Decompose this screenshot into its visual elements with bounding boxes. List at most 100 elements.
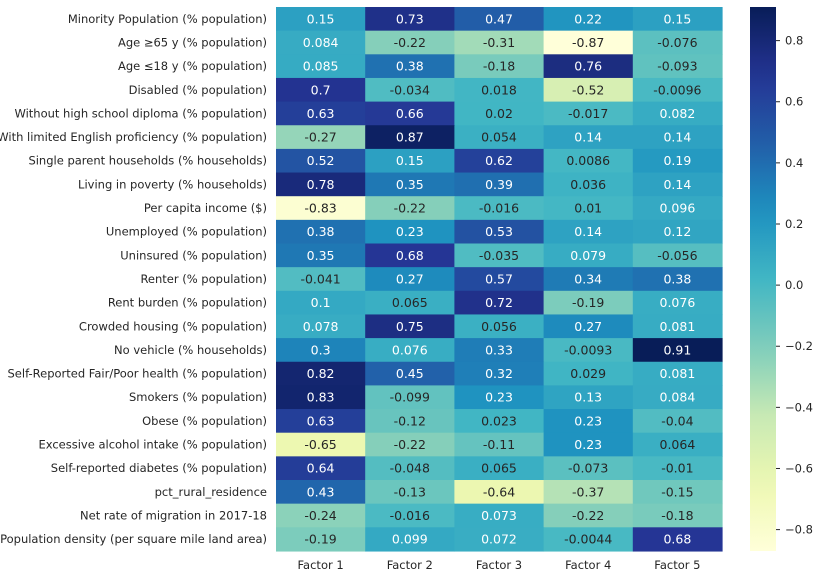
- cell-annotation: -0.27: [304, 130, 336, 145]
- cell-annotation: 0.23: [396, 224, 424, 239]
- cell-annotation: -0.0096: [653, 82, 701, 97]
- cell-annotation: 0.78: [307, 177, 335, 192]
- cell-annotation: 0.68: [663, 532, 691, 547]
- heatmap-cell: [543, 172, 634, 197]
- heatmap-cell: [543, 219, 634, 245]
- row-labels: Minority Population (% population) Age ≥6…: [0, 12, 267, 546]
- column-label: Factor 1: [298, 558, 344, 572]
- heatmap-cell: [543, 77, 634, 103]
- heatmap-cell: [365, 409, 455, 434]
- cell-annotation: -0.18: [661, 508, 693, 523]
- heatmap-cell: [276, 432, 366, 457]
- heatmap-cell: [365, 527, 455, 552]
- row-label: Excessive alcohol intake (% population): [38, 438, 267, 452]
- heatmap-cell: [454, 503, 545, 528]
- cell-annotation: 0.14: [574, 224, 602, 239]
- heatmap-cell: [632, 385, 723, 410]
- cell-annotation: 0.35: [307, 248, 335, 263]
- cell-annotation: 0.27: [574, 319, 602, 334]
- heatmap-cell: [276, 338, 366, 363]
- cell-annotation: 0.63: [307, 106, 335, 121]
- heatmap-cell: [632, 432, 723, 457]
- cell-annotation: 0.02: [485, 106, 513, 121]
- cell-annotation: 0.22: [574, 11, 602, 26]
- heatmap-cell: [276, 409, 366, 434]
- heatmap-cell: [276, 196, 366, 221]
- cell-annotation: -0.13: [394, 484, 426, 499]
- cell-annotation: -0.19: [572, 295, 604, 310]
- heatmap-cell: [632, 219, 723, 245]
- heatmap-cell: [365, 125, 455, 150]
- cell-annotation: 0.14: [663, 177, 691, 192]
- heatmap-cell: [632, 101, 723, 126]
- heatmap-cell: [543, 361, 634, 386]
- heatmap-cell: [454, 219, 545, 245]
- heatmap-cell: [276, 125, 366, 150]
- cell-annotation: 0.079: [570, 248, 606, 263]
- heatmap-cell: [454, 456, 545, 481]
- heatmap-cell: [454, 432, 545, 457]
- cell-annotation: 0.47: [485, 11, 513, 26]
- colorbar-gradient: [750, 7, 776, 551]
- row-label: Minority Population (% population): [68, 12, 267, 26]
- cell-annotation: -0.31: [483, 35, 515, 50]
- cell-annotation: 0.13: [574, 390, 602, 405]
- heatmap-cell: [365, 361, 455, 386]
- heatmap-cell: [632, 125, 723, 150]
- cell-annotation: 0.076: [392, 342, 428, 357]
- cell-annotation: 0.19: [663, 153, 691, 168]
- cell-annotation: -0.37: [572, 484, 604, 499]
- heatmap-cell: [543, 456, 634, 481]
- cell-annotation: 0.38: [396, 59, 424, 74]
- heatmap-cell: [543, 101, 634, 126]
- row-label: Self-Reported Fair/Poor health (% popula…: [8, 367, 268, 381]
- cell-annotation: -0.22: [572, 508, 604, 523]
- column-label: Factor 3: [476, 558, 522, 572]
- cell-annotation: 0.15: [663, 11, 691, 26]
- heatmap-cell: [454, 196, 545, 221]
- heatmap-cell: [365, 456, 455, 481]
- colorbar-tick-label: −0.2: [785, 339, 813, 353]
- cell-annotation: 0.056: [481, 319, 517, 334]
- cell-annotation: -0.041: [300, 271, 340, 286]
- heatmap-cell: [276, 456, 366, 481]
- heatmap-cell: [454, 361, 545, 386]
- cell-annotation: 0.82: [307, 366, 335, 381]
- cell-annotation: 0.23: [574, 437, 602, 452]
- cell-annotation: -0.24: [304, 508, 336, 523]
- row-label: Per capita income ($): [144, 201, 267, 215]
- heatmap-cell: [454, 7, 545, 32]
- cell-annotation: 0.082: [660, 106, 696, 121]
- cell-annotation: 0.45: [396, 366, 424, 381]
- colorbar-tick-label: 0.6: [785, 95, 803, 109]
- row-label: Net rate of migration in 2017-18: [80, 508, 267, 522]
- cell-annotation: -0.04: [661, 413, 693, 428]
- cell-annotation: -0.076: [657, 35, 697, 50]
- cell-annotation: 0.72: [485, 295, 513, 310]
- cell-annotation: -0.15: [661, 484, 693, 499]
- cell-annotation: -0.034: [390, 82, 430, 97]
- cell-annotation: -0.017: [568, 106, 608, 121]
- colorbar-tick-label: −0.4: [785, 400, 813, 414]
- heatmap-cell: [543, 385, 634, 410]
- cell-annotation: 0.084: [303, 35, 339, 50]
- heatmap-cell: [543, 267, 634, 292]
- cell-annotation: -0.048: [390, 461, 430, 476]
- heatmap-cell: [276, 148, 366, 174]
- heatmap-cell: [543, 196, 634, 221]
- colorbar-tick-label: −0.6: [785, 461, 813, 475]
- heatmap-cell: [276, 54, 366, 79]
- heatmap-cell: [543, 432, 634, 457]
- row-label: Crowded housing (% population): [79, 319, 267, 333]
- cell-annotation: 0.35: [396, 177, 424, 192]
- heatmap-cell: [632, 290, 723, 316]
- heatmap-cell: [365, 30, 455, 55]
- colorbar-tick-label: 0.0: [785, 278, 803, 292]
- heatmap-cell: [276, 361, 366, 386]
- cell-annotation: 0.054: [481, 130, 517, 145]
- heatmap-cell: [632, 172, 723, 197]
- heatmap-cell: [276, 290, 366, 316]
- cell-annotation: 0.64: [307, 461, 335, 476]
- heatmap-cell: [454, 527, 545, 552]
- heatmap-cell: [632, 409, 723, 434]
